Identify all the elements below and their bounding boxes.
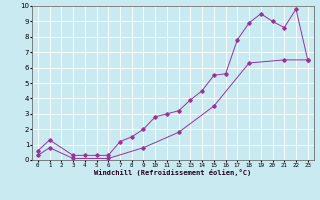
X-axis label: Windchill (Refroidissement éolien,°C): Windchill (Refroidissement éolien,°C) xyxy=(94,169,252,176)
